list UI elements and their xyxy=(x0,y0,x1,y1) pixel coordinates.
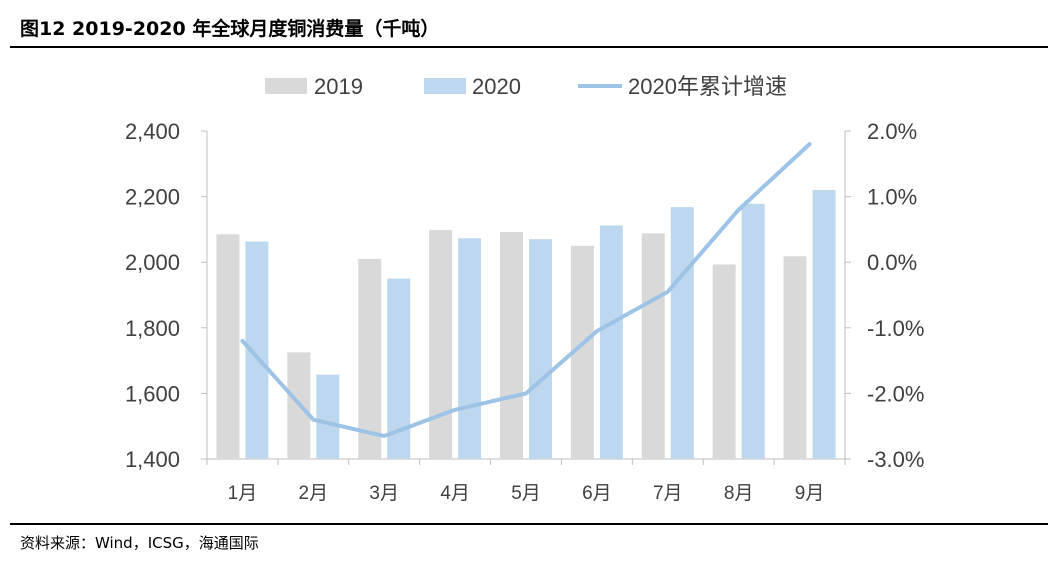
x-tick-label: 8月 xyxy=(724,483,754,504)
x-tick-label: 4月 xyxy=(440,483,470,504)
x-tick-label: 5月 xyxy=(511,483,541,504)
bar-2019 xyxy=(570,245,594,459)
title-rule xyxy=(10,46,1048,48)
left-tick-label: 2,200 xyxy=(125,185,180,210)
bar-2019 xyxy=(358,258,382,459)
legend: 2019 2020 2020年累计增速 xyxy=(265,74,787,99)
bar-2019 xyxy=(641,233,665,459)
bar-2020 xyxy=(741,203,765,459)
right-tick-label: 1.0% xyxy=(867,185,917,210)
bar-2020 xyxy=(670,207,694,459)
bar-2020 xyxy=(529,239,552,459)
x-tick-label: 2月 xyxy=(299,483,329,504)
plot-area: 1,400 1,600 1,800 2,000 2,200 2,400 -3.0% -2.0%… xyxy=(125,119,925,504)
legend-swatch-2020 xyxy=(424,78,466,94)
bar-2020 xyxy=(458,238,482,459)
bar-2020 xyxy=(387,278,411,459)
x-tick-label: 9月 xyxy=(795,483,825,504)
legend-label: 2019 xyxy=(314,74,363,99)
figure-source: 资料来源：Wind，ICSG，海通国际 xyxy=(20,534,259,552)
left-tick-label: 2,000 xyxy=(125,250,180,275)
right-tick-label: 2.0% xyxy=(867,119,917,144)
bar-2020 xyxy=(245,241,269,459)
left-tick-label: 1,600 xyxy=(125,381,180,406)
x-tick-label: 6月 xyxy=(582,483,612,504)
left-tick-label: 1,400 xyxy=(125,447,180,472)
right-tick-label: -1.0% xyxy=(867,316,924,341)
bar-2019 xyxy=(783,256,807,459)
bar-2019 xyxy=(216,234,240,459)
right-tick-label: -2.0% xyxy=(867,381,924,406)
bar-2020 xyxy=(316,374,340,459)
source-rule xyxy=(10,523,1048,525)
x-tick-label: 1月 xyxy=(228,483,258,504)
right-tick-label: 0.0% xyxy=(867,250,917,275)
right-tick-label: -3.0% xyxy=(867,447,924,472)
legend-label: 2020 xyxy=(472,74,521,99)
x-tick-label: 3月 xyxy=(369,483,399,504)
bar-2019 xyxy=(500,232,523,459)
x-tick-label: 7月 xyxy=(653,483,683,504)
bar-2019 xyxy=(712,264,736,459)
left-tick-label: 1,800 xyxy=(125,316,180,341)
figure-title: 图12 2019-2020 年全球月度铜消费量（千吨） xyxy=(20,18,440,40)
chart: 2019 2020 2020年累计增速 1,400 1,600 1,800 2,000 2,… xyxy=(125,74,925,504)
left-tick-label: 2,400 xyxy=(125,119,180,144)
bar-2020 xyxy=(599,225,623,459)
legend-swatch-2019 xyxy=(265,78,307,94)
legend-label: 2020年累计增速 xyxy=(628,74,787,99)
bar-2019 xyxy=(429,230,453,459)
bar-2020 xyxy=(812,190,836,460)
